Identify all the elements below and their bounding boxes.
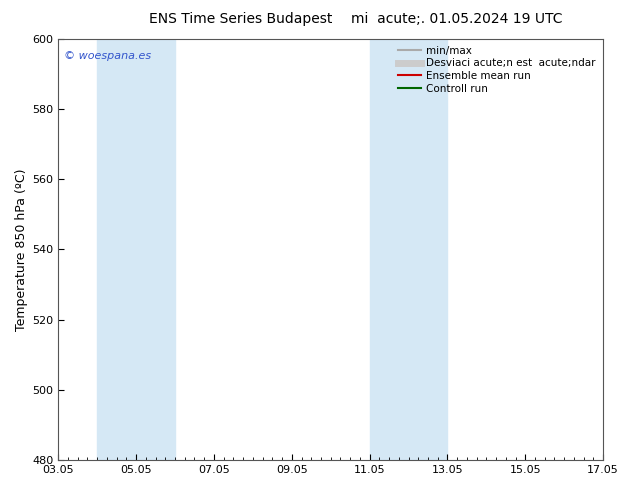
Legend: min/max, Desviaci acute;n est  acute;ndar, Ensemble mean run, Controll run: min/max, Desviaci acute;n est acute;ndar… [396,44,598,96]
Y-axis label: Temperature 850 hPa (ºC): Temperature 850 hPa (ºC) [15,168,28,331]
Text: ENS Time Series Budapest: ENS Time Series Budapest [149,12,333,26]
Bar [97,39,175,460]
Text: © woespana.es: © woespana.es [64,51,151,61]
Text: mi  acute;. 01.05.2024 19 UTC: mi acute;. 01.05.2024 19 UTC [351,12,562,26]
Bar [370,39,448,460]
